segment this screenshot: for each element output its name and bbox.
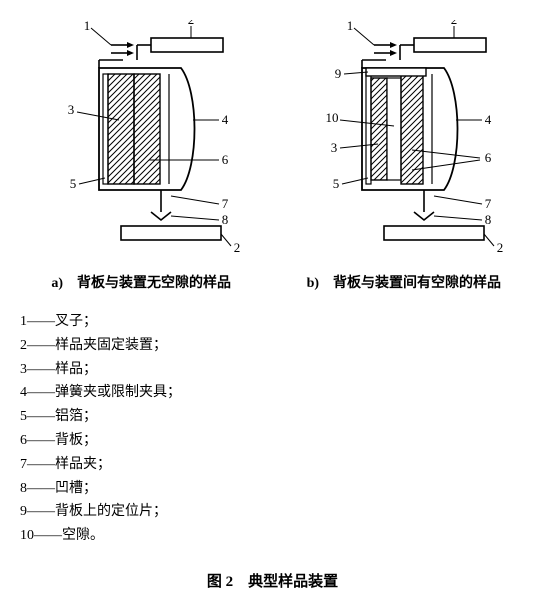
- label-a-1: 1: [84, 20, 91, 33]
- panel-b-caption: b) 背板与装置间有空隙的样品: [307, 272, 501, 292]
- label-a-2-bot: 2: [234, 240, 241, 255]
- label-a-7: 7: [222, 196, 229, 211]
- label-b-2-top: 2: [451, 20, 458, 27]
- panel-b: 1 2 9 10 3 5 4 6: [283, 20, 525, 292]
- label-b-6: 6: [485, 150, 492, 165]
- label-b-9: 9: [335, 66, 342, 81]
- legend-7: 7——样品夹；: [20, 453, 525, 477]
- label-b-8: 8: [485, 212, 492, 227]
- panel-a-caption: a) 背板与装置无空隙的样品: [51, 272, 231, 292]
- legend: 1——叉子； 2——样品夹固定装置； 3——样品； 4——弹簧夹或限制夹具； 5…: [20, 310, 525, 548]
- label-a-5: 5: [70, 176, 77, 191]
- label-b-7: 7: [485, 196, 492, 211]
- panel-a: 1 2 3 4 5 6 7 8: [20, 20, 262, 292]
- label-b-3: 3: [331, 140, 338, 155]
- figure-title: 图 2 典型样品装置: [20, 570, 525, 591]
- label-b-4: 4: [485, 112, 492, 127]
- label-b-10: 10: [325, 110, 338, 125]
- legend-2: 2——样品夹固定装置；: [20, 334, 525, 358]
- panel-b-svg: 1 2 9 10 3 5 4 6: [294, 20, 514, 260]
- legend-3: 3——样品；: [20, 358, 525, 382]
- legend-6: 6——背板；: [20, 429, 525, 453]
- label-a-3: 3: [68, 102, 75, 117]
- label-a-2-top: 2: [188, 20, 195, 27]
- figure-row: 1 2 3 4 5 6 7 8: [20, 20, 525, 292]
- label-a-6: 6: [222, 152, 229, 167]
- legend-10: 10——空隙。: [20, 524, 525, 548]
- legend-4: 4——弹簧夹或限制夹具；: [20, 381, 525, 405]
- legend-5: 5——铝箔；: [20, 405, 525, 429]
- label-b-1: 1: [347, 20, 354, 33]
- legend-9: 9——背板上的定位片；: [20, 500, 525, 524]
- panel-a-svg: 1 2 3 4 5 6 7 8: [31, 20, 251, 260]
- label-b-5: 5: [333, 176, 340, 191]
- legend-8: 8——凹槽；: [20, 477, 525, 501]
- label-a-8: 8: [222, 212, 229, 227]
- label-b-2-bot: 2: [497, 240, 504, 255]
- label-a-4: 4: [222, 112, 229, 127]
- legend-1: 1——叉子；: [20, 310, 525, 334]
